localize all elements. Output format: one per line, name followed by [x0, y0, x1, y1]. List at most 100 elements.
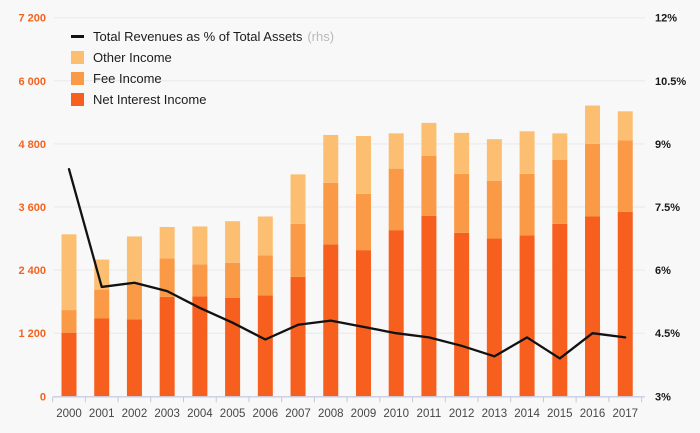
- legend-label: Other Income: [93, 50, 172, 65]
- bar-segment-other-income: [388, 133, 404, 169]
- bar-segment-net-interest-income: [257, 295, 273, 397]
- bar-segment-fee-income: [225, 262, 241, 298]
- right-axis-label: 9%: [655, 139, 671, 151]
- bar-segment-other-income: [61, 234, 77, 311]
- legend-color-swatch-icon: [71, 51, 84, 64]
- bar-segment-net-interest-income: [617, 211, 633, 397]
- bar-segment-other-income: [355, 136, 371, 194]
- bar-segment-net-interest-income: [421, 215, 437, 397]
- legend-label: Total Revenues as % of Total Assets: [93, 29, 303, 44]
- x-axis-label: 2017: [612, 408, 638, 420]
- x-axis-label: 2014: [514, 408, 540, 420]
- x-axis-label: 2009: [351, 408, 377, 420]
- x-axis-label: 2010: [383, 408, 409, 420]
- legend-item-fee-income: Fee Income: [71, 68, 334, 89]
- x-axis-label: 2008: [318, 408, 344, 420]
- bar-segment-other-income: [257, 216, 273, 256]
- bar-segment-fee-income: [290, 223, 306, 277]
- legend-color-swatch-icon: [71, 72, 84, 85]
- x-axis-label: 2006: [253, 408, 279, 420]
- bar-segment-other-income: [290, 174, 306, 224]
- bar-segment-other-income: [126, 236, 142, 284]
- bar-segment-net-interest-income: [290, 276, 306, 397]
- bar-segment-fee-income: [126, 283, 142, 320]
- bar-segment-fee-income: [323, 182, 339, 245]
- x-axis-label: 2003: [154, 408, 180, 420]
- x-axis-label: 2000: [56, 408, 82, 420]
- legend-line-swatch-icon: [71, 35, 84, 38]
- bar-segment-fee-income: [454, 173, 470, 233]
- legend-item-other-income: Other Income: [71, 47, 334, 68]
- bar-segment-other-income: [585, 105, 601, 144]
- bar-segment-other-income: [552, 133, 568, 160]
- bar-segment-fee-income: [519, 173, 535, 236]
- legend-color-swatch-icon: [71, 93, 84, 106]
- bar-segment-other-income: [486, 139, 502, 181]
- bar-segment-fee-income: [94, 289, 110, 319]
- bar-segment-other-income: [159, 226, 175, 259]
- right-axis-label: 4.5%: [655, 328, 680, 340]
- bar-segment-fee-income: [159, 258, 175, 297]
- bar-segment-net-interest-income: [519, 235, 535, 397]
- left-axis-label: 6 000: [18, 76, 46, 88]
- x-axis-label: 2016: [580, 408, 606, 420]
- x-axis-label: 2007: [285, 408, 311, 420]
- bar-segment-other-income: [519, 131, 535, 174]
- legend-item-total-revenues-as-of-total-assets: Total Revenues as % of Total Assets (rhs): [71, 26, 334, 47]
- legend-label: Fee Income: [93, 71, 162, 86]
- legend-item-net-interest-income: Net Interest Income: [71, 89, 334, 110]
- legend-label: Net Interest Income: [93, 92, 207, 107]
- bar-segment-fee-income: [617, 140, 633, 212]
- x-axis-label: 2002: [122, 408, 148, 420]
- x-axis-label: 2005: [220, 408, 246, 420]
- bar-segment-fee-income: [552, 159, 568, 224]
- bar-segment-other-income: [454, 132, 470, 174]
- x-axis-label: 2004: [187, 408, 213, 420]
- x-axis-label: 2011: [417, 408, 442, 420]
- bar-segment-net-interest-income: [388, 230, 404, 397]
- bar-segment-fee-income: [421, 155, 437, 216]
- chart-legend: Total Revenues as % of Total Assets (rhs)…: [71, 26, 334, 110]
- x-axis-label: 2015: [547, 408, 573, 420]
- x-axis-label: 2013: [482, 408, 508, 420]
- bar-segment-net-interest-income: [552, 223, 568, 397]
- bar-segment-fee-income: [486, 180, 502, 239]
- bar-segment-other-income: [323, 134, 339, 183]
- line-series-total-revenues-pct: [67, 167, 627, 360]
- left-axis-label: 3 600: [18, 202, 46, 214]
- right-axis-label: 10.5%: [655, 76, 686, 88]
- bar-segment-fee-income: [192, 264, 208, 297]
- right-axis-label: 3%: [655, 391, 671, 403]
- bar-segment-net-interest-income: [355, 250, 371, 397]
- bar-segment-fee-income: [61, 310, 77, 333]
- right-axis-label: 12%: [655, 13, 677, 25]
- bar-segment-net-interest-income: [159, 296, 175, 397]
- left-axis-label: 2 400: [18, 265, 46, 277]
- x-axis-label: 2001: [89, 408, 115, 420]
- bar-segment-net-interest-income: [94, 318, 110, 397]
- left-axis-label: 0: [40, 391, 46, 403]
- bar-segment-net-interest-income: [486, 238, 502, 397]
- bar-segment-fee-income: [257, 255, 273, 296]
- legend-suffix-rhs: (rhs): [307, 29, 335, 44]
- bar-segment-net-interest-income: [126, 319, 142, 397]
- left-axis-label: 7 200: [18, 13, 46, 25]
- bar-segment-other-income: [192, 226, 208, 265]
- bar-segment-net-interest-income: [585, 216, 601, 397]
- bar-segment-other-income: [421, 122, 437, 156]
- bar-segment-net-interest-income: [225, 297, 241, 397]
- bar-segment-other-income: [225, 221, 241, 263]
- bar-segment-fee-income: [585, 143, 601, 217]
- x-axis-label: 2012: [449, 408, 475, 420]
- bar-segment-net-interest-income: [61, 332, 77, 397]
- bar-segment-other-income: [617, 111, 633, 141]
- left-axis-label: 4 800: [18, 139, 46, 151]
- left-axis-label: 1 200: [18, 328, 46, 340]
- bar-segment-fee-income: [355, 193, 371, 251]
- bar-segment-net-interest-income: [454, 232, 470, 397]
- bar-segment-other-income: [94, 259, 110, 290]
- right-axis-label: 7.5%: [655, 202, 680, 214]
- bar-segment-fee-income: [388, 168, 404, 231]
